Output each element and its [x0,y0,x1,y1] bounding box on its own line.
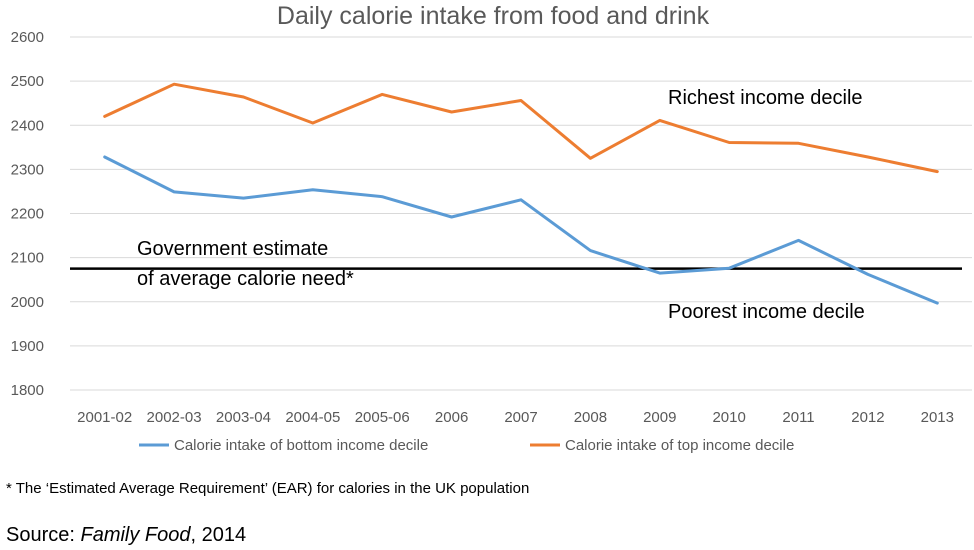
y-tick-label: 1800 [11,382,44,399]
x-tick-label: 2011 [782,409,814,426]
series-line-top-decile [103,82,939,174]
x-tick-label: 2008 [574,409,607,426]
x-tick-label: 2003-04 [216,409,271,426]
reference-label-line1: Government estimate [137,238,328,260]
y-tick-label: 2600 [11,29,44,46]
source-prefix: Source: [6,524,81,546]
x-tick-label: 2002-03 [147,409,202,426]
y-tick-label: 2000 [11,294,44,311]
y-tick-label: 1900 [11,338,44,355]
y-tick-label: 2300 [11,161,44,178]
legend-label-top-decile: Calorie intake of top income decile [565,437,794,454]
source-line: Source: Family Food, 2014 [6,524,246,547]
x-tick-label: 2012 [851,409,884,426]
x-tick-label: 2004-05 [285,409,340,426]
x-tick-label: 2001-02 [77,409,132,426]
reference-label-line2: of average calorie need* [137,268,354,290]
x-tick-label: 2009 [643,409,676,426]
series-lines [103,82,939,305]
series-line-bottom-decile [103,155,939,305]
source-suffix: , 2014 [190,524,247,546]
x-tick-label: 2010 [712,409,745,426]
y-tick-label: 2400 [11,117,44,134]
annotation-richest: Richest income decile [668,87,863,109]
y-axis-ticks: 1800 1900 2000 2100 2200 2300 2400 2500 2600 [11,29,44,399]
x-tick-label: 2007 [504,409,537,426]
line-chart: Daily calorie intake from food and drink… [11,2,972,454]
legend: Calorie intake of bottom income decile C… [139,437,794,454]
annotation-poorest: Poorest income decile [668,301,865,323]
x-axis-ticks: 2001-02 2002-03 2003-04 2004-05 2005-06 2006 2… [77,409,954,426]
gridlines [70,36,972,391]
chart-title: Daily calorie intake from food and drink [277,2,710,30]
x-tick-label: 2013 [921,409,954,426]
x-tick-label: 2005-06 [355,409,410,426]
y-tick-label: 2100 [11,250,44,267]
x-tick-label: 2006 [435,409,468,426]
y-tick-label: 2200 [11,206,44,223]
y-tick-label: 2500 [11,73,44,90]
source-title: Family Food [80,524,191,546]
footnote: * The ‘Estimated Average Requirement’ (E… [6,480,530,497]
legend-label-bottom-decile: Calorie intake of bottom income decile [174,437,428,454]
